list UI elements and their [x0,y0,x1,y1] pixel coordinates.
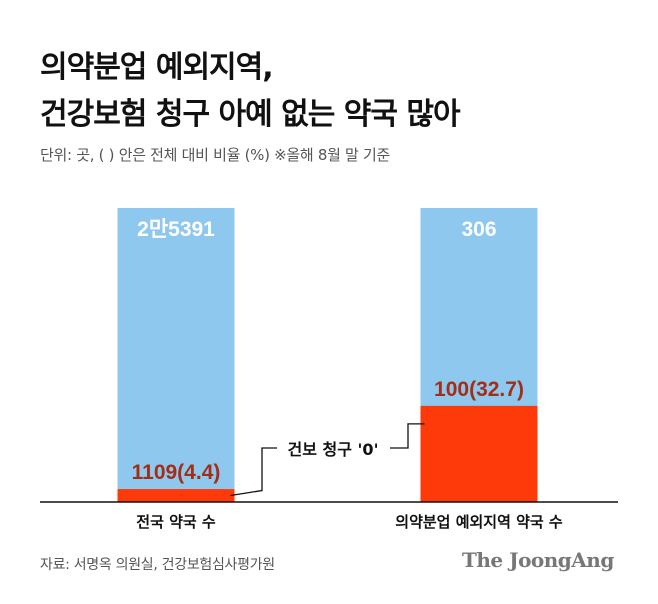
annotation-zero-claim: 건보 청구 '0' [288,440,379,459]
label-total-nationwide: 2만5391 [137,218,215,241]
label-zero-claim-nationwide: 1109(4.4) [132,461,221,484]
bar-zero-claim-exempt [420,405,538,502]
annotation-leader-line-right [390,423,425,449]
chart-title-line2: 건강보험 청구 아예 없는 약국 많아 [40,97,461,132]
chart-subtitle: 단위: 곳, ( ) 안은 전체 대비 비율 (%) ※올해 8월 말 기준 [40,146,391,164]
bar-total-nationwide [117,208,235,502]
label-zero-claim-exempt: 100(32.7) [434,378,524,401]
annotation-leader-line [230,447,277,497]
category-label-nationwide: 전국 약국 수 [136,513,216,531]
source-note: 자료: 서명옥 의원실, 건강보험심사평가원 [40,557,275,573]
label-total-exempt: 306 [461,218,496,241]
publisher-logo: The JoongAng [462,548,614,572]
bar-zero-claim-nationwide [117,489,235,502]
category-label-exempt: 의약분업 예외지역 약국 수 [395,513,563,531]
chart-title-line1: 의약분업 예외지역, [40,50,274,85]
